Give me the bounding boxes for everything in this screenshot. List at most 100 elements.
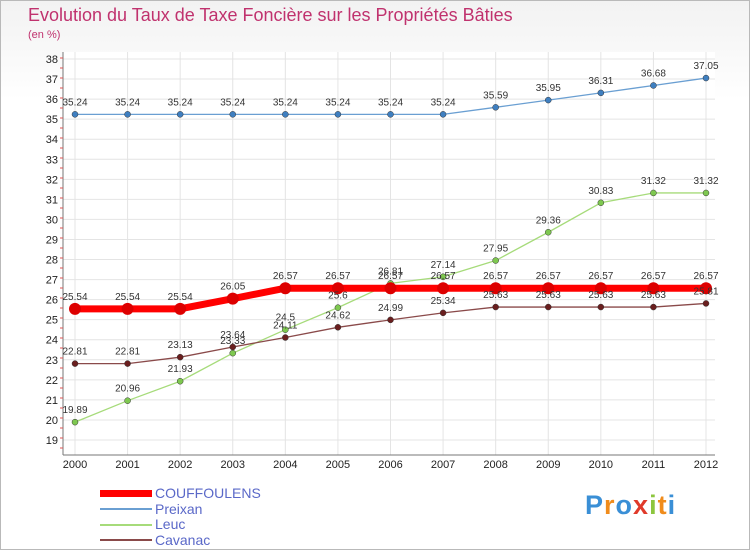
y-tick-label: 32 <box>46 174 58 186</box>
data-point <box>492 303 499 311</box>
x-tick-label: 2000 <box>63 459 87 471</box>
data-point <box>387 316 394 324</box>
y-tick-label: 20 <box>46 415 58 427</box>
data-point <box>124 360 131 367</box>
data-label: 26.57 <box>273 271 298 282</box>
data-point <box>387 111 394 118</box>
x-tick-label: 2002 <box>168 459 192 471</box>
data-point <box>702 300 710 307</box>
logo-letter: r <box>604 490 616 520</box>
data-label: 25.34 <box>431 296 456 307</box>
y-tick-label: 21 <box>46 395 58 407</box>
data-label: 20.96 <box>115 384 140 395</box>
x-tick-label: 2003 <box>221 459 245 471</box>
y-tick-label: 31 <box>46 194 58 206</box>
data-label: 27.95 <box>483 244 508 255</box>
legend-swatch <box>100 490 152 498</box>
x-tick-label: 2005 <box>326 459 350 471</box>
data-point <box>700 282 712 295</box>
data-point <box>384 282 397 295</box>
data-label: 35.24 <box>62 97 87 108</box>
logo-letter: x <box>633 490 650 520</box>
data-point <box>597 303 605 311</box>
x-tick-label: 2004 <box>273 459 297 471</box>
data-point <box>437 282 450 295</box>
data-label: 29.36 <box>536 215 561 226</box>
legend: COUFFOULENS Preixan Leuc Cavanac <box>100 485 261 548</box>
data-label: 22.81 <box>115 347 140 358</box>
data-label: 35.24 <box>220 97 245 108</box>
data-point <box>492 104 499 111</box>
legend-swatch <box>100 539 152 542</box>
data-label: 37.05 <box>693 61 718 72</box>
y-tick-label: 30 <box>46 214 58 226</box>
data-label: 24.11 <box>273 321 298 332</box>
y-tick-label: 36 <box>46 94 58 106</box>
x-tick-label: 2010 <box>589 459 613 471</box>
data-label: 21.93 <box>168 364 193 375</box>
data-point <box>282 334 289 341</box>
legend-swatch <box>100 508 152 511</box>
data-point <box>229 343 236 351</box>
data-label: 36.68 <box>641 68 666 79</box>
data-point <box>334 304 342 311</box>
data-label: 25.63 <box>588 290 613 301</box>
x-tick-label: 2012 <box>694 459 718 471</box>
data-label: 35.24 <box>325 97 350 108</box>
data-label: 35.24 <box>168 97 193 108</box>
data-point <box>650 189 657 197</box>
data-label: 23.64 <box>220 330 245 341</box>
data-point <box>124 111 131 118</box>
data-point <box>647 282 660 295</box>
data-point <box>545 303 552 311</box>
data-point <box>597 199 605 207</box>
data-point <box>650 82 657 89</box>
data-point <box>594 282 607 295</box>
data-point <box>229 111 236 118</box>
y-tick-label: 23 <box>46 355 58 367</box>
legend-swatch <box>100 523 152 526</box>
data-point <box>176 377 184 385</box>
logo-letter: t <box>657 490 668 520</box>
x-tick-label: 2009 <box>536 459 560 471</box>
legend-label: COUFFOULENS <box>155 485 261 501</box>
x-tick-label: 2006 <box>378 459 402 471</box>
data-point <box>439 309 447 317</box>
y-tick-label: 33 <box>46 154 58 166</box>
data-label: 35.95 <box>536 83 561 94</box>
logo-letter: P <box>585 490 605 520</box>
legend-label: Leuc <box>155 516 186 532</box>
data-label: 24.62 <box>325 310 350 321</box>
y-tick-label: 35 <box>46 114 58 126</box>
legend-item: COUFFOULENS <box>100 485 261 502</box>
data-point <box>121 302 134 315</box>
y-tick-label: 27 <box>46 275 58 287</box>
y-tick-label: 24 <box>46 335 58 347</box>
data-point <box>176 353 184 361</box>
y-tick-label: 29 <box>46 234 58 246</box>
data-label: 24.5 <box>276 313 296 324</box>
data-point <box>702 189 710 197</box>
data-label: 22.81 <box>62 347 87 358</box>
data-label: 35.24 <box>273 97 298 108</box>
data-label: 26.57 <box>641 271 666 282</box>
legend-label: Cavanac <box>155 531 211 548</box>
data-label: 25.54 <box>62 292 87 303</box>
data-label: 23.13 <box>168 340 193 351</box>
data-label: 26.57 <box>588 271 613 282</box>
data-label: 35.24 <box>378 97 403 108</box>
legend-label: Preixan <box>155 500 203 517</box>
data-label: 27.14 <box>431 260 456 271</box>
data-point <box>334 111 342 118</box>
data-point <box>492 257 499 264</box>
data-label: 26.57 <box>431 271 456 282</box>
data-label: 19.89 <box>62 405 87 416</box>
data-point <box>702 74 710 82</box>
data-point <box>226 292 239 305</box>
chart-title: Evolution du Taux de Taxe Foncière sur l… <box>28 5 513 25</box>
x-tick-label: 2007 <box>431 459 455 471</box>
y-tick-label: 26 <box>46 295 58 307</box>
data-label: 26.05 <box>220 282 245 293</box>
data-point <box>334 324 342 331</box>
